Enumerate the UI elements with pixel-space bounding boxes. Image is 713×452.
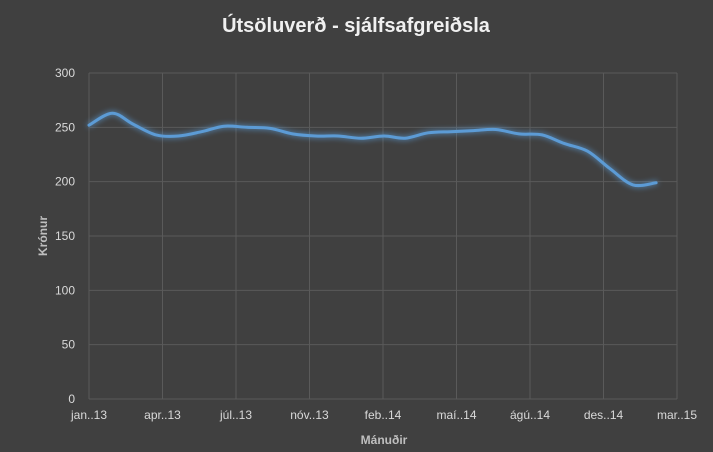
x-tick-label: jan..13 [70,408,107,422]
gridlines [88,72,678,400]
data-point [221,123,227,129]
x-tick-label: mar..15 [657,408,697,422]
data-point [425,130,431,136]
x-tick-label: feb..14 [365,408,402,422]
data-point [653,180,659,186]
y-tick-label: 200 [55,175,75,189]
data-point [381,133,387,139]
data-point [109,110,115,116]
data-point [313,133,319,139]
x-axis-ticks: jan..13 apr..13 júl..13 nóv..13 feb..14 maí..… [70,408,697,422]
data-point [86,122,92,128]
chart-title: Útsöluverð - sjálfsafgreiðsla [222,13,491,37]
data-point [199,129,205,135]
data-point [153,132,159,138]
data-point [516,131,522,137]
data-point [244,124,250,130]
data-point [585,148,591,154]
series-line [87,111,658,188]
y-tick-label: 0 [68,392,75,406]
data-point [471,128,477,134]
y-tick-label: 150 [55,229,75,243]
y-tick-label: 50 [62,338,76,352]
x-tick-label: apr..13 [144,408,181,422]
data-point [447,129,453,135]
x-tick-label: nóv..13 [290,408,329,422]
data-point [607,166,613,172]
x-axis-title: Mánuðir [361,433,408,447]
data-point [130,121,136,127]
y-tick-label: 250 [55,120,75,134]
x-tick-label: júl..13 [219,408,252,422]
x-tick-label: ágú..14 [510,408,550,422]
y-axis-ticks: 0 50 100 150 200 250 300 [55,66,75,406]
x-tick-label: maí..14 [436,408,476,422]
data-point [290,131,296,137]
data-point [267,125,273,131]
y-tick-label: 300 [55,66,75,80]
data-point [539,132,545,138]
data-point [402,135,408,141]
y-axis-title: Krónur [36,216,50,256]
series-layer [86,110,659,188]
data-point [358,135,364,141]
y-tick-label: 100 [55,283,75,297]
data-point [335,133,341,139]
data-point [493,127,499,133]
data-point [175,133,181,139]
data-point [562,141,568,147]
x-tick-label: des..14 [584,408,624,422]
data-point [630,182,636,188]
